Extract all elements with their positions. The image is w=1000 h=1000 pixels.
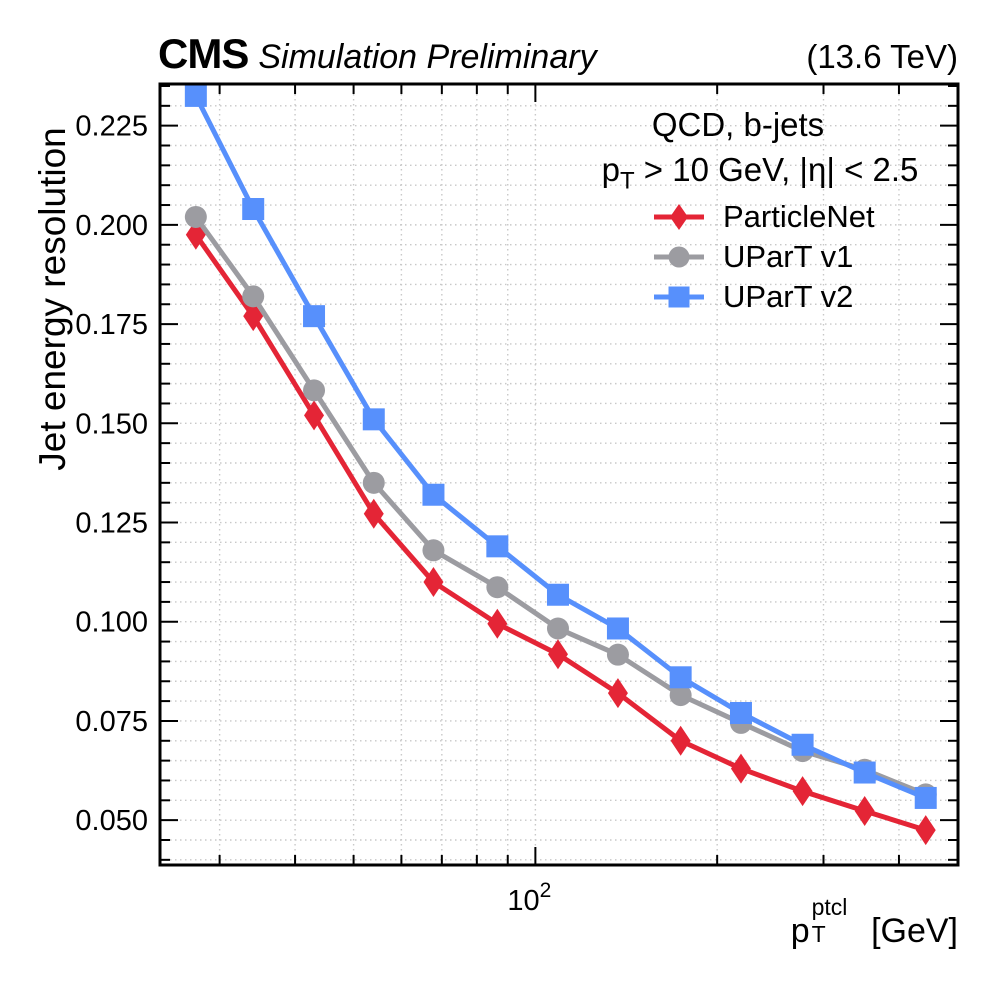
square-marker-icon xyxy=(654,286,704,308)
legend-title: QCD, b-jets xyxy=(651,106,825,143)
data-point xyxy=(422,539,445,562)
y-tick-label: 0.225 xyxy=(75,111,148,143)
legend-subtitle-subscript: T xyxy=(619,167,635,195)
tick-labels: 0.225 0.200 0.175 0.150 0.125 0.100 0.075 0.050… xyxy=(75,111,551,917)
data-point xyxy=(486,576,509,599)
legend-subtitle: pT > 10 GeV, |η| < 2.5 xyxy=(558,151,962,196)
data-point xyxy=(362,408,385,431)
data-point xyxy=(853,761,876,784)
data-point xyxy=(669,666,692,689)
circle-marker-icon xyxy=(654,246,704,268)
cms-logo-text: CMS xyxy=(158,30,249,77)
data-point xyxy=(669,684,692,707)
data-point xyxy=(303,379,326,402)
x-axis-title-stack: ptcl T xyxy=(810,894,862,947)
y-tick-label: 0.050 xyxy=(75,805,148,837)
data-point xyxy=(304,400,325,431)
data-point xyxy=(607,678,628,709)
legend-entry-particlenet: ParticleNet xyxy=(651,197,875,237)
gridlines xyxy=(160,84,958,865)
diamond-marker-icon xyxy=(654,204,704,230)
legend-entry-label: UParT v2 xyxy=(723,279,854,314)
legend-subtitle-rest: > 10 GeV, |η| < 2.5 xyxy=(634,151,919,188)
legend: ParticleNet UParT v1 UParT v2 xyxy=(651,197,875,317)
series-particlenet xyxy=(185,219,936,846)
y-tick-label: 0.125 xyxy=(75,508,148,540)
data-point xyxy=(606,643,629,666)
data-point xyxy=(242,198,265,221)
simulation-preliminary-label: Simulation Preliminary xyxy=(258,38,597,76)
data-point xyxy=(547,639,568,670)
legend-entry-upart-v2: UParT v2 xyxy=(651,277,875,317)
data-point xyxy=(184,205,207,228)
data-point xyxy=(422,483,445,506)
y-tick-label: 0.175 xyxy=(75,309,148,341)
data-point xyxy=(792,776,813,807)
data-point xyxy=(362,471,385,494)
data-point xyxy=(915,815,936,846)
y-tick-label: 0.150 xyxy=(75,408,148,440)
legend-entry-upart-v1: UParT v1 xyxy=(651,237,875,277)
series-upart-v2 xyxy=(184,84,937,809)
y-tick-label: 0.200 xyxy=(75,210,148,242)
x-axis-title-base: p xyxy=(790,912,810,950)
data-point xyxy=(730,753,751,784)
x-axis-title: p ptcl T [GeV] xyxy=(790,894,958,951)
axis-ticks xyxy=(160,84,958,865)
data-point xyxy=(546,583,569,606)
legend-entry-label: UParT v1 xyxy=(723,239,854,274)
x-axis-title-superscript: ptcl xyxy=(811,894,848,920)
x-axis-title-subscript: T xyxy=(811,921,826,947)
data-point xyxy=(243,301,264,332)
data-point xyxy=(854,796,875,827)
plot-frame xyxy=(158,82,960,867)
data-point xyxy=(303,305,326,328)
x-axis-title-unit: [GeV] xyxy=(861,912,958,950)
data-point xyxy=(791,733,814,756)
legend-subtitle-base: p xyxy=(601,151,620,188)
legend-entry-label: ParticleNet xyxy=(723,199,875,234)
data-point xyxy=(242,285,265,308)
y-axis-title: Jet energy resolution xyxy=(32,127,73,471)
data-point xyxy=(363,498,384,529)
data-point xyxy=(914,786,937,809)
header: CMS Simulation Preliminary xyxy=(158,30,597,78)
data-point xyxy=(729,702,752,725)
y-tick-label: 0.075 xyxy=(75,706,148,738)
data-point xyxy=(546,617,569,640)
x-tick-label: 102 xyxy=(507,879,551,917)
data-point xyxy=(486,535,509,558)
y-tick-label: 0.100 xyxy=(75,607,148,639)
energy-label: (13.6 TeV) xyxy=(806,38,958,75)
data-point xyxy=(606,617,629,640)
data-point xyxy=(670,725,691,756)
data-point xyxy=(423,567,444,598)
data-point xyxy=(184,84,207,107)
data-point xyxy=(487,608,508,639)
